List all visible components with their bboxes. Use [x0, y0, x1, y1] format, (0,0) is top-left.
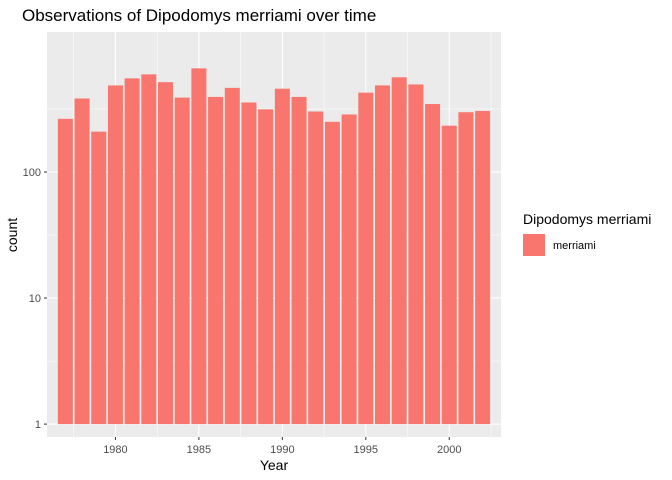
bar-1993 [324, 121, 340, 425]
bar-1996 [374, 85, 391, 425]
bar-1981 [124, 78, 140, 425]
x-tick-label: 1985 [187, 444, 211, 456]
x-tick-label: 1990 [270, 444, 294, 456]
bar-2000 [441, 125, 457, 425]
x-tick-label: 2000 [437, 444, 461, 456]
bar-2002 [475, 110, 491, 425]
bar-1997 [391, 77, 407, 425]
bar-1986 [208, 96, 224, 425]
bar-1983 [157, 82, 174, 425]
bar-1995 [358, 92, 374, 425]
bar-2001 [458, 112, 474, 425]
bar-1980 [107, 85, 123, 425]
y-tick-label: 10 [29, 293, 41, 305]
bar-1982 [141, 74, 157, 425]
bar-series-merriami [57, 68, 491, 425]
bar-1988 [241, 102, 257, 425]
legend-label-merriami: merriami [553, 240, 596, 252]
x-tick-label: 1995 [354, 444, 378, 456]
bar-1992 [308, 111, 324, 425]
y-tick-label: 100 [23, 167, 41, 179]
bar-1985 [191, 68, 207, 425]
y-axis-ticks: 1 10 100 [23, 167, 47, 431]
bar-1991 [291, 96, 307, 425]
bar-1994 [341, 114, 357, 425]
x-tick-label: 1980 [103, 444, 127, 456]
legend-title: Dipodomys merriami [523, 211, 651, 227]
bar-1979 [91, 131, 107, 425]
legend: Dipodomys merriami merriami [523, 211, 651, 256]
bar-1989 [258, 109, 274, 425]
bar-1978 [74, 98, 90, 425]
bar-1999 [425, 104, 441, 425]
bar-1987 [224, 87, 240, 425]
bar-1998 [408, 84, 424, 425]
chart-title: Observations of Dipodomys merriami over … [22, 6, 376, 25]
bar-1990 [274, 88, 290, 425]
bar-1984 [174, 97, 190, 425]
x-axis-title: Year [260, 457, 289, 473]
y-axis-title: count [4, 218, 20, 252]
y-tick-label: 1 [35, 419, 41, 431]
bar-1977 [57, 118, 73, 425]
x-axis-ticks: 1980 1985 1990 1995 2000 [103, 437, 461, 456]
legend-key-merriami [523, 234, 545, 256]
